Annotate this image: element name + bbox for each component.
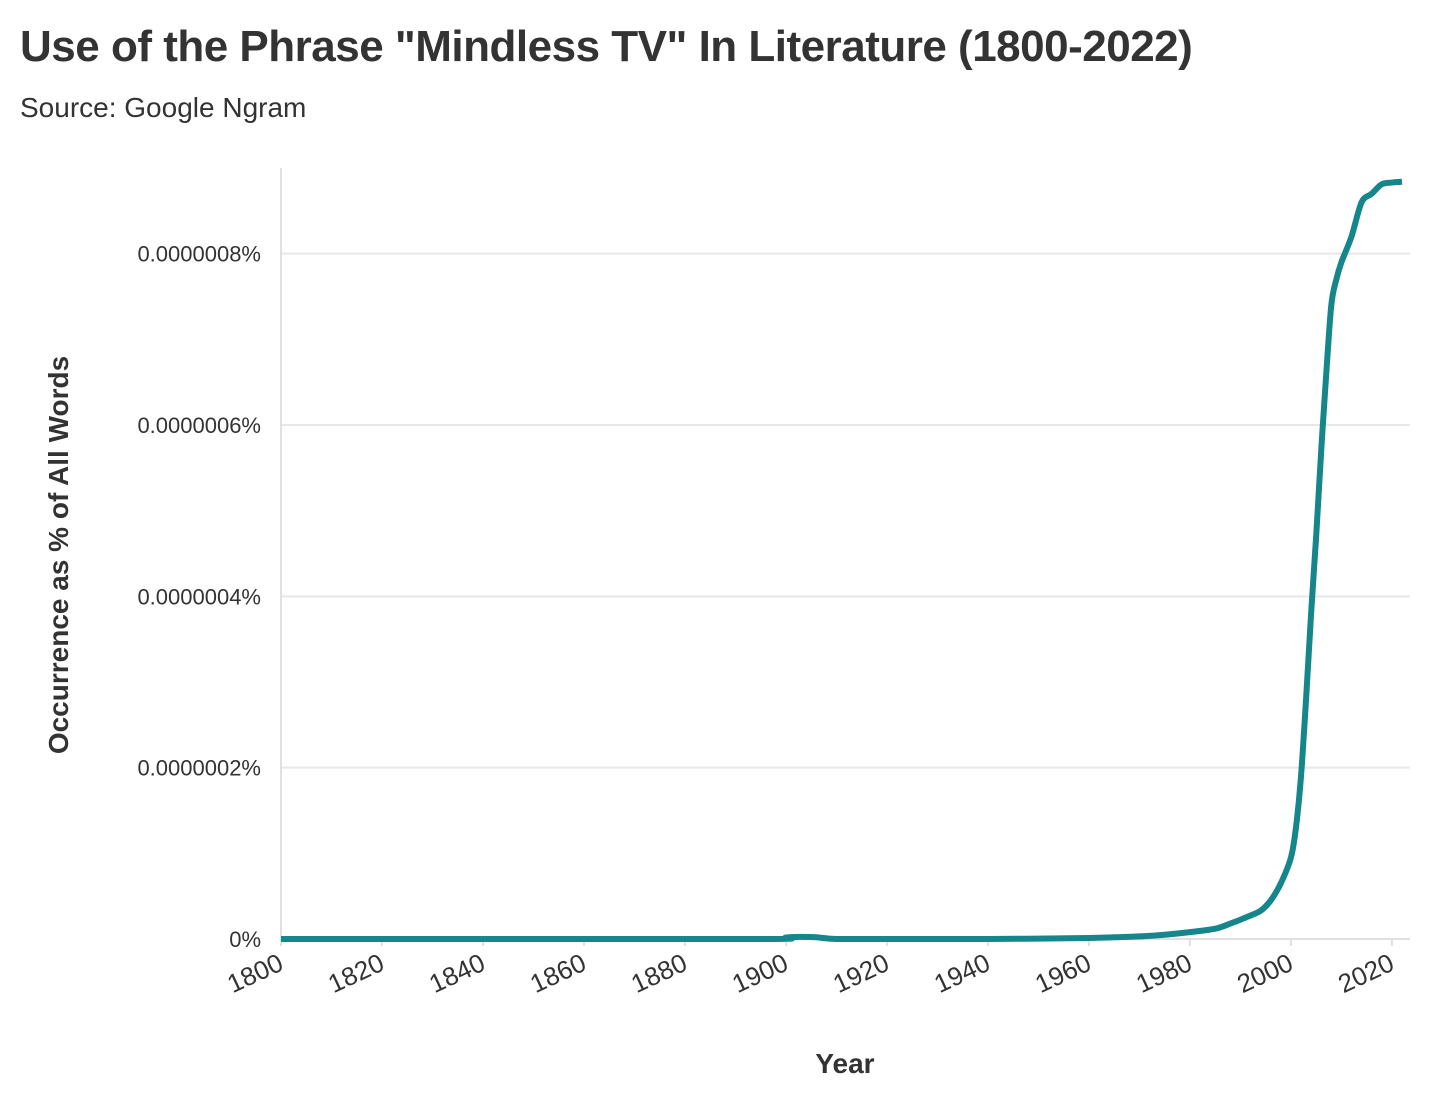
- y-tick-label: 0.0000004%: [137, 584, 261, 609]
- x-tick-label: 1880: [626, 947, 691, 999]
- x-tick-label: 1900: [727, 947, 792, 999]
- y-tick-label: 0.0000006%: [137, 413, 261, 438]
- x-tick-label: 1820: [323, 947, 388, 999]
- series-line: [281, 178, 1403, 942]
- axes: [280, 168, 1410, 946]
- series-layer: [281, 178, 1403, 942]
- x-tick-label: 1940: [929, 947, 994, 999]
- x-tick-labels: 1800 1820 1840 1860 1880 1900 1920 1940 1960 1980…: [222, 947, 1398, 999]
- y-tick-label: 0.0000002%: [137, 756, 261, 781]
- y-tick-labels: 0% 0.0000002% 0.0000004% 0.0000006% 0.000000…: [137, 242, 261, 952]
- x-tick-label: 2000: [1232, 947, 1297, 999]
- x-tick-label: 1980: [1131, 947, 1196, 999]
- chart-subtitle: Source: Google Ngram: [20, 92, 307, 123]
- gridlines: [281, 252, 1410, 769]
- x-tick-label: 1920: [828, 947, 893, 999]
- x-tick-label: 1800: [222, 947, 287, 999]
- y-axis-title: Occurrence as % of All Words: [43, 356, 74, 754]
- y-tick-label: 0.0000008%: [137, 242, 261, 267]
- x-tick-label: 1960: [1030, 947, 1095, 999]
- x-axis-title: Year: [815, 1048, 874, 1079]
- y-tick-label: 0%: [229, 927, 261, 952]
- x-tick-label: 2020: [1333, 947, 1398, 999]
- x-tick-label: 1860: [525, 947, 590, 999]
- x-tick-label: 1840: [424, 947, 489, 999]
- chart-title: Use of the Phrase "Mindless TV" In Liter…: [20, 22, 1193, 71]
